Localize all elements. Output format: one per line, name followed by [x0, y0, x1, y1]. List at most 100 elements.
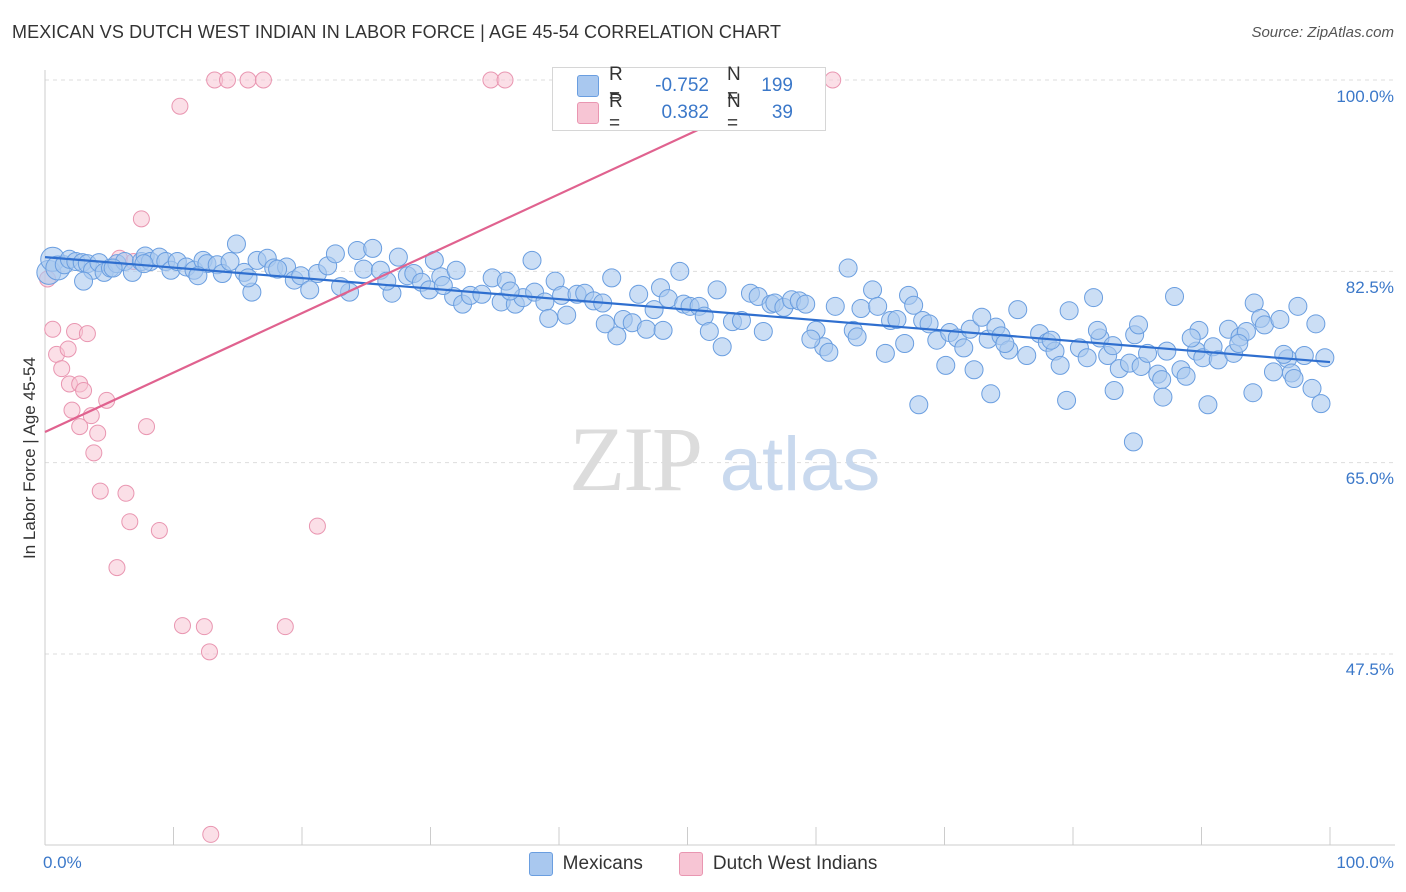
mexican-point: [825, 296, 845, 316]
axes: [44, 70, 1395, 846]
dutch-west-indian-point: [78, 325, 96, 343]
dutch-west-indian-point: [85, 444, 103, 462]
mexican-point: [1008, 300, 1028, 320]
mexican-point: [644, 300, 664, 320]
mexican-point: [74, 271, 94, 291]
dutch-west-indian-point: [308, 517, 326, 535]
mexican-point: [1198, 395, 1218, 415]
mexican-point: [1176, 366, 1196, 386]
dutch-west-indian-point: [218, 71, 236, 89]
mexican-point: [557, 305, 577, 325]
source-label: Source: ZipAtlas.com: [1251, 24, 1394, 41]
mexican-point: [995, 333, 1015, 353]
mexican-point: [1284, 368, 1304, 388]
dutch-west-indian-point: [59, 340, 77, 358]
legend-swatch-pink: [577, 102, 599, 124]
mexican-point: [699, 321, 719, 341]
watermark: ZIP atlas: [569, 408, 880, 510]
y-tick-label: 65.0%: [1345, 469, 1394, 488]
mexican-point: [354, 259, 374, 279]
series-legend: Mexicans Dutch West Indians: [0, 852, 1406, 876]
r-value: -0.752: [655, 75, 709, 96]
mexican-point: [964, 360, 984, 380]
mexican-point: [1243, 383, 1263, 403]
mexican-point: [731, 311, 751, 331]
y-tick-label: 100.0%: [1336, 87, 1394, 106]
dutch-west-indian-point: [75, 382, 93, 400]
mexican-point: [1311, 394, 1331, 414]
n-value: 199: [761, 75, 793, 96]
dutch-west-indian-point: [138, 418, 156, 436]
mexican-point: [602, 268, 622, 288]
legend-item-dutch-west-indians[interactable]: Dutch West Indians: [678, 852, 877, 876]
dutch-west-indian-point: [239, 71, 257, 89]
mexican-point: [595, 314, 615, 334]
legend-label: Mexicans: [562, 853, 643, 874]
mexican-point: [1152, 370, 1172, 390]
mexican-point: [1306, 314, 1326, 334]
dutch-west-indian-point: [71, 418, 89, 436]
mexican-point: [1181, 328, 1201, 348]
mexican-point: [707, 280, 727, 300]
mexican-point: [1288, 296, 1308, 316]
mexican-point: [500, 281, 520, 301]
mexican-point: [535, 292, 555, 312]
mexican-point: [433, 276, 453, 296]
mexican-point: [607, 326, 627, 346]
mexican-point: [1165, 286, 1185, 306]
mexican-point: [653, 320, 673, 340]
mexican-point: [909, 395, 929, 415]
mexican-point: [1059, 301, 1079, 321]
r-label: R =: [609, 91, 623, 134]
watermark-atlas: atlas: [720, 422, 881, 507]
mexican-point: [1263, 362, 1283, 382]
trend-lines: [44, 92, 1331, 434]
mexican-point: [1294, 346, 1314, 366]
mexican-point: [972, 307, 992, 327]
mexican-point: [1057, 390, 1077, 410]
r-label: R =: [609, 64, 623, 107]
mexican-point: [1274, 344, 1294, 364]
mexican-point: [1123, 432, 1143, 452]
legend-item-mexicans[interactable]: Mexicans: [528, 852, 643, 876]
chart-title: MEXICAN VS DUTCH WEST INDIAN IN LABOR FO…: [12, 22, 782, 42]
dutch-west-indian-point: [117, 484, 135, 502]
mexican-point: [1084, 288, 1104, 308]
dutch-west-indian-point: [824, 71, 842, 89]
dutch-west-indian-point: [89, 424, 107, 442]
mexican-point: [838, 258, 858, 278]
n-label: N =: [727, 64, 741, 107]
legend-swatch-blue: [577, 75, 599, 97]
y-tick-label: 47.5%: [1345, 660, 1394, 679]
mexican-point: [670, 261, 690, 281]
dutch-west-indian-point: [108, 559, 126, 577]
mexican-point: [1017, 346, 1037, 366]
legend-row-mexicans: R = -0.752 N = 199: [577, 64, 793, 107]
mexican-point: [446, 260, 466, 280]
mexican-point: [238, 268, 258, 288]
mexican-point: [847, 327, 867, 347]
mexican-point: [904, 295, 924, 315]
dutch-west-indian-point: [482, 71, 500, 89]
dutch-west-indian-point: [121, 513, 139, 531]
mexican-point: [629, 284, 649, 304]
mexican-point: [522, 250, 542, 270]
dutch-west-indians-trend-line: [44, 92, 778, 434]
x-tick-label-min: 0.0%: [43, 853, 82, 872]
dutch-west-indian-point: [195, 618, 213, 636]
mexican-point: [801, 329, 821, 349]
mexican-point: [851, 299, 871, 319]
mexican-point: [819, 342, 839, 362]
mexicans-trend-line: [44, 256, 1331, 364]
mexican-point: [325, 244, 345, 264]
dutch-west-indian-point: [496, 71, 514, 89]
y-axis-label: In Labor Force | Age 45-54: [20, 357, 39, 559]
mexican-point: [1050, 355, 1070, 375]
mexican-point: [936, 355, 956, 375]
y-tick-label: 82.5%: [1345, 278, 1394, 297]
dutch-west-indian-point: [132, 210, 150, 228]
n-value: 39: [771, 102, 793, 123]
watermark-zip: ZIP: [569, 408, 701, 510]
mexican-point: [636, 319, 656, 339]
